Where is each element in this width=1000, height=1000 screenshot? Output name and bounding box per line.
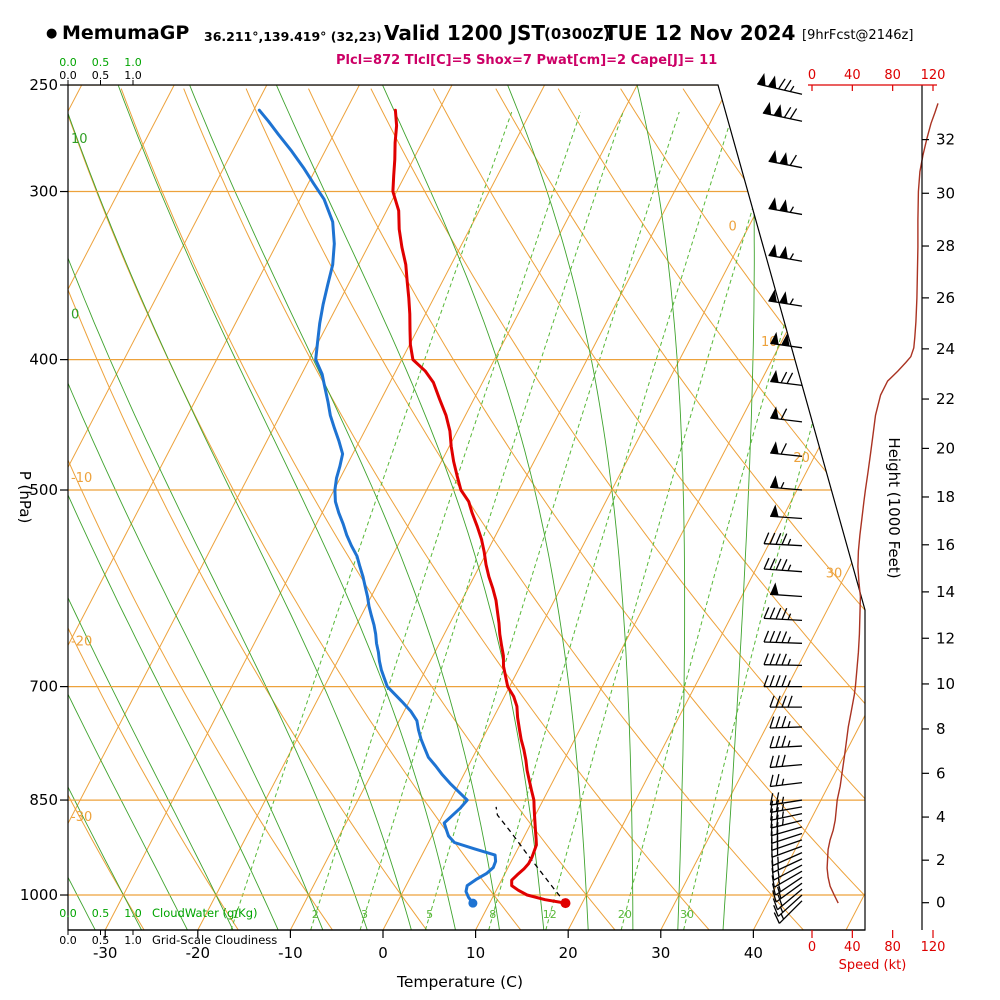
- svg-text:20: 20: [559, 944, 578, 962]
- svg-text:0: 0: [808, 68, 816, 83]
- svg-text:10: 10: [466, 944, 485, 962]
- station-name: MemumaGP: [62, 22, 190, 44]
- svg-text:0: 0: [378, 944, 388, 962]
- svg-text:80: 80: [884, 940, 901, 955]
- svg-text:Grid-Scale Cloudiness: Grid-Scale Cloudiness: [152, 933, 277, 947]
- valid-date: TUE 12 Nov 2024: [604, 21, 796, 45]
- surface-temperature-dot: [560, 898, 571, 909]
- svg-text:16: 16: [936, 536, 955, 554]
- svg-text:30: 30: [826, 567, 843, 582]
- svg-text:-10: -10: [71, 471, 92, 486]
- svg-text:1.0: 1.0: [124, 56, 142, 69]
- plot-border: [67, 84, 866, 931]
- wind-barbs: [757, 73, 803, 924]
- svg-text:24: 24: [936, 340, 955, 358]
- svg-text:2: 2: [936, 851, 946, 869]
- params-line: Plcl=872 Tlcl[C]=5 Shox=7 Pwat[cm]=2 Cap…: [336, 53, 718, 68]
- valid-time: Valid 1200 JST: [384, 21, 545, 45]
- svg-text:Height (1000 Feet): Height (1000 Feet): [885, 437, 903, 578]
- svg-text:1000: 1000: [20, 886, 58, 904]
- svg-text:400: 400: [29, 351, 58, 369]
- svg-text:0.5: 0.5: [92, 56, 110, 69]
- svg-text:30: 30: [651, 944, 670, 962]
- svg-text:0.5: 0.5: [92, 69, 110, 82]
- svg-text:40: 40: [844, 68, 861, 83]
- svg-text:12: 12: [936, 629, 955, 647]
- svg-text:P (hPa): P (hPa): [16, 471, 34, 524]
- svg-text:8: 8: [489, 908, 496, 921]
- svg-text:CloudWater (g/Kg): CloudWater (g/Kg): [152, 906, 258, 920]
- svg-text:Temperature (C): Temperature (C): [396, 973, 523, 991]
- svg-text:28: 28: [936, 237, 955, 255]
- svg-text:80: 80: [884, 68, 901, 83]
- svg-text:8: 8: [936, 720, 946, 738]
- svg-text:40: 40: [844, 940, 861, 955]
- station-coords: 36.211°,139.419° (32,23): [204, 29, 382, 44]
- svg-text:14: 14: [936, 583, 955, 601]
- svg-text:-20: -20: [186, 944, 211, 962]
- svg-text:0.5: 0.5: [92, 934, 110, 947]
- svg-text:1.0: 1.0: [124, 69, 142, 82]
- svg-text:-10: -10: [278, 944, 303, 962]
- svg-text:0: 0: [729, 220, 737, 235]
- svg-text:120: 120: [921, 68, 946, 83]
- svg-text:850: 850: [29, 791, 58, 809]
- station-marker-icon: ●: [46, 26, 58, 41]
- svg-text:30: 30: [936, 184, 955, 202]
- svg-text:120: 120: [921, 940, 946, 955]
- surface-dewpoint-dot: [468, 898, 478, 908]
- svg-text:20: 20: [618, 908, 632, 921]
- svg-text:10: 10: [71, 132, 88, 147]
- svg-text:-30: -30: [93, 944, 118, 962]
- svg-text:30: 30: [680, 908, 694, 921]
- valid-zulu: (0300Z): [544, 25, 611, 43]
- svg-text:0.0: 0.0: [59, 907, 77, 920]
- svg-text:300: 300: [29, 183, 58, 201]
- svg-text:0: 0: [936, 894, 946, 912]
- svg-text:500: 500: [29, 481, 58, 499]
- svg-text:Speed (kt): Speed (kt): [839, 958, 907, 973]
- svg-text:1: 1: [232, 908, 239, 921]
- svg-text:0.0: 0.0: [59, 69, 77, 82]
- svg-text:250: 250: [29, 76, 58, 94]
- svg-text:0: 0: [71, 307, 79, 322]
- svg-text:-30: -30: [71, 810, 92, 825]
- svg-text:700: 700: [29, 678, 58, 696]
- svg-text:0.0: 0.0: [59, 934, 77, 947]
- svg-text:10: 10: [936, 675, 955, 693]
- svg-text:2: 2: [312, 908, 319, 921]
- svg-text:1.0: 1.0: [124, 907, 142, 920]
- skewt-gridlines: [68, 85, 865, 930]
- svg-text:40: 40: [744, 944, 763, 962]
- svg-text:0.5: 0.5: [92, 907, 110, 920]
- wind-speed-curve: [826, 103, 939, 904]
- svg-text:22: 22: [936, 390, 955, 408]
- svg-text:3: 3: [361, 908, 368, 921]
- svg-text:0: 0: [808, 940, 816, 955]
- svg-text:0.0: 0.0: [59, 56, 77, 69]
- svg-text:20: 20: [936, 439, 955, 457]
- svg-text:5: 5: [426, 908, 433, 921]
- svg-text:-20: -20: [71, 635, 92, 650]
- svg-text:20: 20: [793, 451, 810, 466]
- svg-text:26: 26: [936, 289, 955, 307]
- svg-text:1.0: 1.0: [124, 934, 142, 947]
- forecast-note: [9hrFcst@2146z]: [802, 28, 914, 43]
- svg-text:18: 18: [936, 488, 955, 506]
- svg-text:32: 32: [936, 131, 955, 149]
- svg-text:4: 4: [936, 808, 946, 826]
- sounding-profiles: [257, 108, 571, 909]
- svg-text:12: 12: [543, 908, 557, 921]
- svg-text:6: 6: [936, 764, 946, 782]
